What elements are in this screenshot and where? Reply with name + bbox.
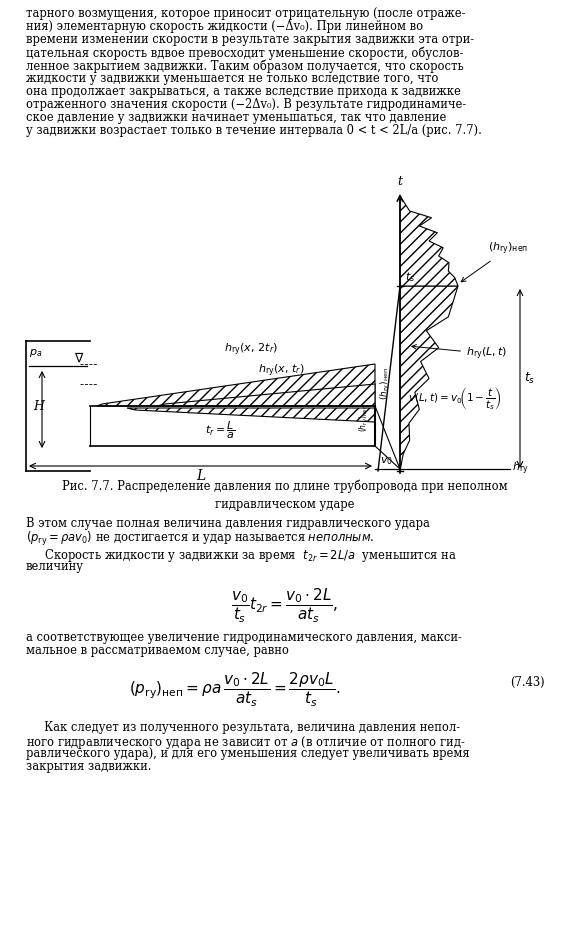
Text: отраженного значения скорости (−2Δv₀). В результате гидродинамиче-: отраженного значения скорости (−2Δv₀). В…: [26, 98, 467, 111]
Text: В этом случае полная величина давления гидравлического удара: В этом случае полная величина давления г…: [26, 517, 430, 530]
Polygon shape: [400, 286, 458, 471]
Text: $h_{\rm ry}$: $h_{\rm ry}$: [512, 461, 529, 477]
Text: $h_{\rm ry}(x,\,2t_r)$: $h_{\rm ry}(x,\,2t_r)$: [224, 342, 278, 358]
Text: жидкости у задвижки уменьшается не только вследствие того, что: жидкости у задвижки уменьшается не тольк…: [26, 72, 439, 85]
Text: H: H: [33, 400, 44, 412]
Text: цательная скорость вдвое превосходит уменьшение скорости, обуслов-: цательная скорость вдвое превосходит уме…: [26, 46, 464, 59]
Text: $\left(p_{\rm ry}\right)_{\rm неп} = \rho a\,\dfrac{v_0 \cdot 2L}{at_s} = \dfrac: $\left(p_{\rm ry}\right)_{\rm неп} = \rh…: [130, 671, 341, 710]
Text: Рис. 7.7. Распределение давления по длине трубопровода при неполном
гидравлическ: Рис. 7.7. Распределение давления по длин…: [62, 479, 508, 511]
Text: Скорость жидкости у задвижки за время  $t_{2r} = 2L/a$  уменьшится на: Скорость жидкости у задвижки за время $t…: [26, 547, 457, 564]
Text: $t_r = \dfrac{L}{a}$: $t_r = \dfrac{L}{a}$: [205, 420, 235, 441]
Text: $\nabla$: $\nabla$: [74, 352, 85, 365]
Text: $v(L,t) = v_0\!\left(1 - \dfrac{t}{t_s}\right)$: $v(L,t) = v_0\!\left(1 - \dfrac{t}{t_s}\…: [408, 385, 502, 412]
Text: (7.43): (7.43): [510, 676, 545, 689]
Text: тарного возмущения, которое приносит отрицательную (после отраже-: тарного возмущения, которое приносит отр…: [26, 7, 465, 20]
Polygon shape: [400, 196, 458, 286]
Text: ния) элементарную скорость жидкости (−Δv₀). При линейном во: ния) элементарную скорость жидкости (−Δv…: [26, 20, 423, 33]
Text: Как следует из полученного результата, величина давления непол-: Как следует из полученного результата, в…: [26, 721, 460, 734]
Text: $v_0$: $v_0$: [380, 455, 393, 467]
Text: мальное в рассматриваемом случае, равно: мальное в рассматриваемом случае, равно: [26, 644, 289, 657]
Polygon shape: [127, 408, 375, 422]
Text: $p_a$: $p_a$: [29, 347, 42, 359]
Text: величину: величину: [26, 560, 84, 573]
Text: $h_{\rm ry}(L,t)$: $h_{\rm ry}(L,t)$: [412, 344, 507, 361]
Text: $t_s$: $t_s$: [524, 371, 535, 386]
Text: она продолжает закрываться, а также вследствие прихода к задвижке: она продолжает закрываться, а также всле…: [26, 85, 461, 98]
Text: $t_s$: $t_s$: [405, 270, 415, 284]
Polygon shape: [157, 384, 375, 406]
Text: $\dfrac{v_0}{t_s} t_{2r} = \dfrac{v_0 \cdot 2L}{at_s},$: $\dfrac{v_0}{t_s} t_{2r} = \dfrac{v_0 \c…: [231, 587, 339, 625]
Text: времени изменении скорости в результате закрытия задвижки эта отри-: времени изменении скорости в результате …: [26, 33, 474, 46]
Text: ленное закрытием задвижки. Таким образом получается, что скорость: ленное закрытием задвижки. Таким образом…: [26, 59, 464, 72]
Text: у задвижки возрастает только в течение интервала 0 < t < 2L/a (рис. 7.7).: у задвижки возрастает только в течение и…: [26, 124, 482, 137]
Polygon shape: [97, 364, 375, 406]
Text: $(h_{\rm ry})_{\rm неп}$: $(h_{\rm ry})_{\rm неп}$: [461, 240, 528, 281]
Text: t: t: [397, 175, 403, 188]
Text: а соответствующее увеличение гидродинамического давления, макси-: а соответствующее увеличение гидродинами…: [26, 631, 462, 644]
Text: ного гидравлического удара не зависит от $a$ (в отличие от полного гид-: ного гидравлического удара не зависит от…: [26, 734, 466, 751]
Text: $(h_{\rm ry})_{\rm неп}$: $(h_{\rm ry})_{\rm неп}$: [358, 404, 371, 432]
Text: $(p_{\rm ry} = \rho a v_0)$ не достигается и удар называется $\mathit{неполным}$: $(p_{\rm ry} = \rho a v_0)$ не достигает…: [26, 530, 375, 548]
Text: закрытия задвижки.: закрытия задвижки.: [26, 760, 151, 773]
Text: равлического удара), и для его уменьшения следует увеличивать время: равлического удара), и для его уменьшени…: [26, 747, 469, 760]
Text: $h_{\rm ry}(x,\,t_r)$: $h_{\rm ry}(x,\,t_r)$: [258, 362, 304, 379]
Text: $(h_{\rm ry})_{\rm неп}$: $(h_{\rm ry})_{\rm неп}$: [379, 366, 392, 400]
Text: ское давление у задвижки начинает уменьшаться, так что давление: ское давление у задвижки начинает уменьш…: [26, 111, 447, 124]
Text: L: L: [196, 469, 205, 483]
